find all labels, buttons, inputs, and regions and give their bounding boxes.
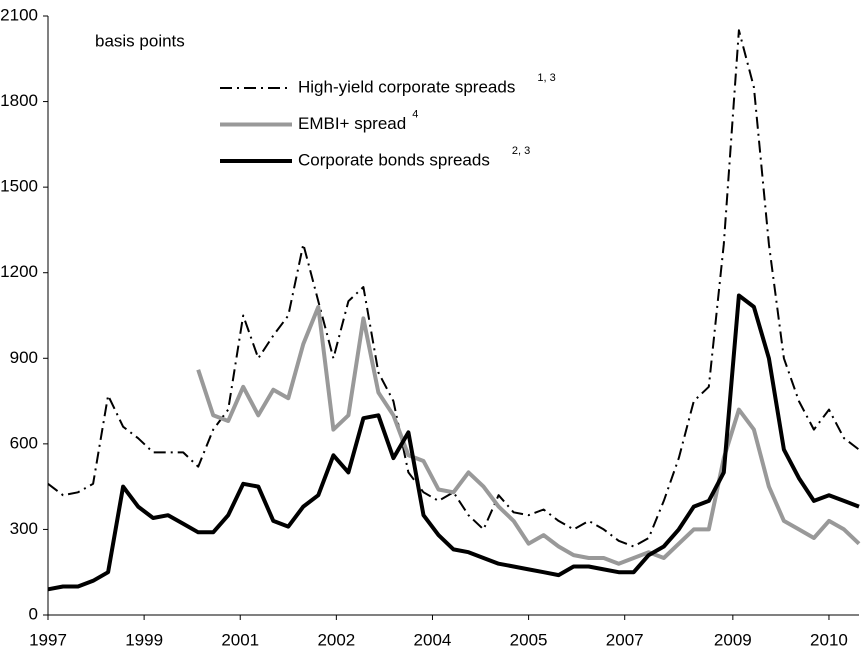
- y-tick-label: 900: [10, 348, 38, 367]
- legend-label: High-yield corporate spreads: [298, 77, 515, 96]
- y-tick-label: 1200: [0, 262, 38, 281]
- x-tick-label: 2007: [606, 630, 644, 649]
- y-tick-label: 2100: [0, 5, 38, 24]
- x-tick-label: 1999: [125, 630, 163, 649]
- legend-note: 4: [412, 108, 418, 120]
- x-tick-label: 2009: [714, 630, 752, 649]
- y-tick-label: 0: [29, 604, 38, 623]
- x-tick-label: 2004: [414, 630, 452, 649]
- x-tick-label: 2005: [510, 630, 548, 649]
- x-tick-label: 2001: [221, 630, 259, 649]
- legend-label: Corporate bonds spreads: [298, 150, 490, 169]
- series-line: [196, 304, 861, 566]
- y-tick-label: 300: [10, 519, 38, 538]
- series-line: [47, 293, 860, 592]
- series-line: [47, 29, 860, 548]
- y-tick-label: 600: [10, 433, 38, 452]
- y-axis-label: basis points: [95, 31, 185, 50]
- legend-note: 2, 3: [512, 145, 530, 157]
- y-tick-label: 1500: [0, 177, 38, 196]
- x-tick-label: 2002: [317, 630, 355, 649]
- legend-label: EMBI+ spread: [298, 114, 406, 133]
- x-tick-label: 1997: [29, 630, 67, 649]
- legend-note: 1, 3: [537, 72, 555, 84]
- y-tick-label: 1800: [0, 91, 38, 110]
- x-tick-label: 2010: [810, 630, 848, 649]
